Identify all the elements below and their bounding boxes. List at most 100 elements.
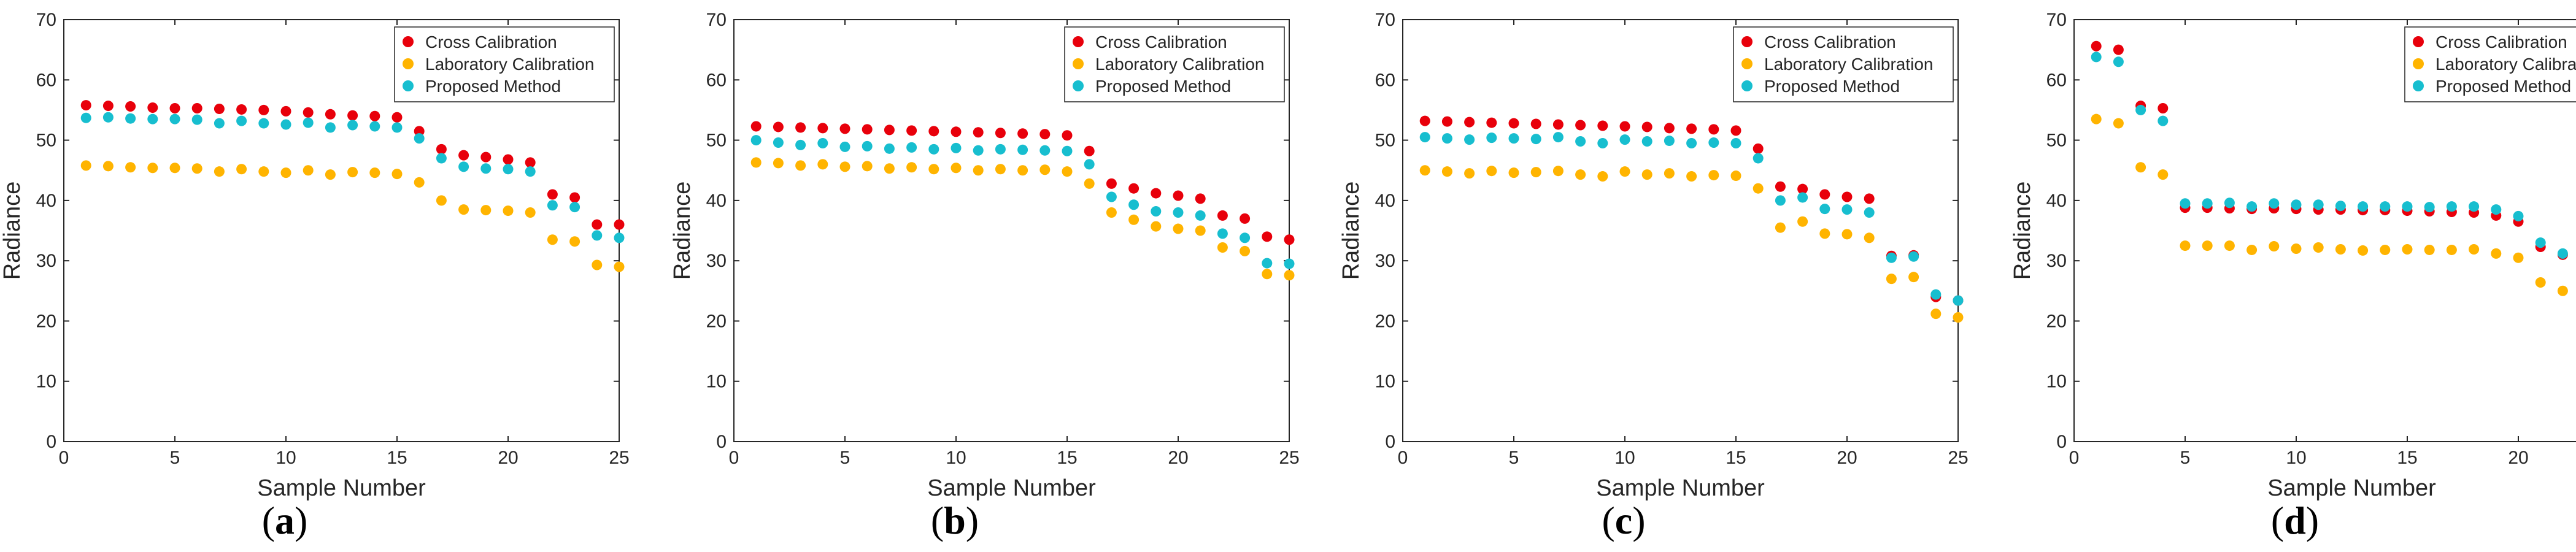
data-point-cross bbox=[1819, 189, 1830, 200]
data-point-proposed bbox=[1819, 204, 1830, 215]
data-point-proposed bbox=[1284, 258, 1295, 269]
data-point-proposed bbox=[102, 112, 114, 123]
legend-marker-laboratory bbox=[2413, 58, 2424, 69]
data-point-cross bbox=[169, 102, 180, 113]
data-point-laboratory bbox=[884, 163, 895, 174]
data-point-proposed bbox=[214, 118, 225, 129]
data-point-laboratory bbox=[2269, 241, 2280, 252]
y-tick-label: 20 bbox=[2046, 311, 2067, 331]
data-point-laboratory bbox=[1753, 183, 1764, 194]
data-point-laboratory bbox=[2402, 243, 2413, 255]
data-point-cross bbox=[1530, 118, 1541, 129]
data-point-laboratory bbox=[1864, 232, 1875, 243]
y-axis-label: Radiance bbox=[2010, 182, 2035, 280]
legend-marker-proposed bbox=[1073, 80, 1084, 91]
data-point-proposed bbox=[1106, 191, 1117, 202]
data-point-laboratory bbox=[1708, 170, 1719, 181]
data-point-cross bbox=[1173, 190, 1184, 201]
data-point-laboratory bbox=[569, 236, 580, 247]
data-point-proposed bbox=[2557, 248, 2568, 259]
data-point-proposed bbox=[147, 113, 158, 125]
data-point-cross bbox=[258, 104, 269, 115]
chart-panel: 0 5 10 15 20 25 0 10 20 30 40 50 60 70 Sample Number Ra… bbox=[1338, 10, 1969, 542]
data-point-proposed bbox=[503, 164, 514, 175]
y-tick-label: 20 bbox=[36, 311, 56, 331]
data-point-laboratory bbox=[436, 195, 447, 206]
data-point-proposed bbox=[325, 122, 336, 133]
data-point-laboratory bbox=[1619, 166, 1630, 177]
plot-area-frame bbox=[63, 19, 620, 442]
y-tick-label: 60 bbox=[2046, 70, 2067, 90]
data-point-cross bbox=[1062, 130, 1073, 141]
legend-entry: Laboratory Calibration bbox=[2435, 55, 2576, 74]
y-tick-label: 50 bbox=[1375, 131, 1395, 151]
y-tick-label: 0 bbox=[2056, 432, 2067, 452]
data-point-laboratory bbox=[2469, 243, 2480, 255]
data-point-cross bbox=[191, 102, 202, 113]
y-tick-label: 70 bbox=[2046, 10, 2067, 30]
x-axis-label: Sample Number bbox=[1596, 475, 1765, 501]
data-point-laboratory bbox=[236, 164, 247, 175]
data-point-laboratory bbox=[2513, 252, 2524, 263]
x-tick-label: 20 bbox=[2508, 448, 2528, 468]
data-point-cross bbox=[436, 144, 447, 155]
data-point-proposed bbox=[1619, 134, 1630, 145]
data-point-proposed bbox=[951, 142, 962, 153]
legend-entry: Proposed Method bbox=[2435, 77, 2571, 96]
data-point-cross bbox=[1797, 183, 1808, 194]
data-point-proposed bbox=[414, 133, 425, 144]
data-point-laboratory bbox=[414, 177, 425, 188]
data-point-proposed bbox=[2380, 201, 2391, 212]
data-point-cross bbox=[547, 189, 558, 200]
panel-caption: (a) bbox=[262, 499, 308, 542]
data-point-cross bbox=[951, 126, 962, 137]
x-tick-label: 0 bbox=[59, 448, 69, 468]
data-point-proposed bbox=[1486, 132, 1497, 144]
data-point-proposed bbox=[2224, 197, 2235, 209]
x-tick-label: 5 bbox=[1509, 448, 1519, 468]
data-point-laboratory bbox=[1841, 229, 1853, 240]
legend-marker-proposed bbox=[1741, 80, 1753, 91]
x-tick-label: 15 bbox=[2397, 448, 2417, 468]
data-point-cross bbox=[817, 123, 828, 134]
data-point-laboratory bbox=[102, 161, 114, 172]
x-tick-label: 10 bbox=[1614, 448, 1635, 468]
data-point-cross bbox=[928, 126, 939, 137]
data-point-laboratory bbox=[1664, 168, 1675, 179]
data-point-proposed bbox=[1953, 295, 1964, 306]
legend-marker-cross bbox=[403, 36, 414, 47]
data-point-laboratory bbox=[1575, 169, 1586, 180]
panel-caption: (c) bbox=[1602, 499, 1645, 542]
data-point-proposed bbox=[80, 112, 91, 123]
data-point-laboratory bbox=[1441, 166, 1452, 177]
data-point-proposed bbox=[2446, 201, 2457, 212]
caption-open-paren: ( bbox=[1602, 499, 1614, 542]
data-point-laboratory bbox=[1151, 221, 1162, 232]
data-point-proposed bbox=[1575, 136, 1586, 147]
data-point-cross bbox=[80, 100, 91, 111]
data-point-cross bbox=[1486, 117, 1497, 128]
x-axis-label: Sample Number bbox=[2267, 475, 2436, 501]
data-point-proposed bbox=[547, 200, 558, 211]
data-point-laboratory bbox=[2135, 162, 2146, 173]
data-point-laboratory bbox=[2535, 277, 2546, 288]
data-point-laboratory bbox=[973, 165, 984, 176]
data-point-laboratory bbox=[773, 158, 784, 169]
y-tick-label: 20 bbox=[1375, 311, 1395, 331]
legend-marker-laboratory bbox=[403, 58, 414, 69]
data-point-laboratory bbox=[547, 234, 558, 245]
panel-caption: (d) bbox=[2271, 499, 2319, 542]
legend-entry: Proposed Method bbox=[1764, 77, 1900, 96]
data-point-laboratory bbox=[1552, 166, 1564, 177]
data-point-laboratory bbox=[147, 163, 158, 174]
data-point-proposed bbox=[2535, 237, 2546, 248]
caption-close-paren: ) bbox=[295, 499, 307, 542]
panel-caption: (b) bbox=[931, 499, 979, 542]
y-tick-label: 40 bbox=[1375, 191, 1395, 211]
data-point-laboratory bbox=[1597, 171, 1608, 182]
data-point-proposed bbox=[2246, 201, 2258, 212]
y-tick-label: 60 bbox=[1375, 70, 1395, 90]
legend-marker-cross bbox=[2413, 36, 2424, 47]
y-tick-label: 10 bbox=[36, 372, 56, 392]
y-tick-label: 0 bbox=[716, 432, 727, 452]
